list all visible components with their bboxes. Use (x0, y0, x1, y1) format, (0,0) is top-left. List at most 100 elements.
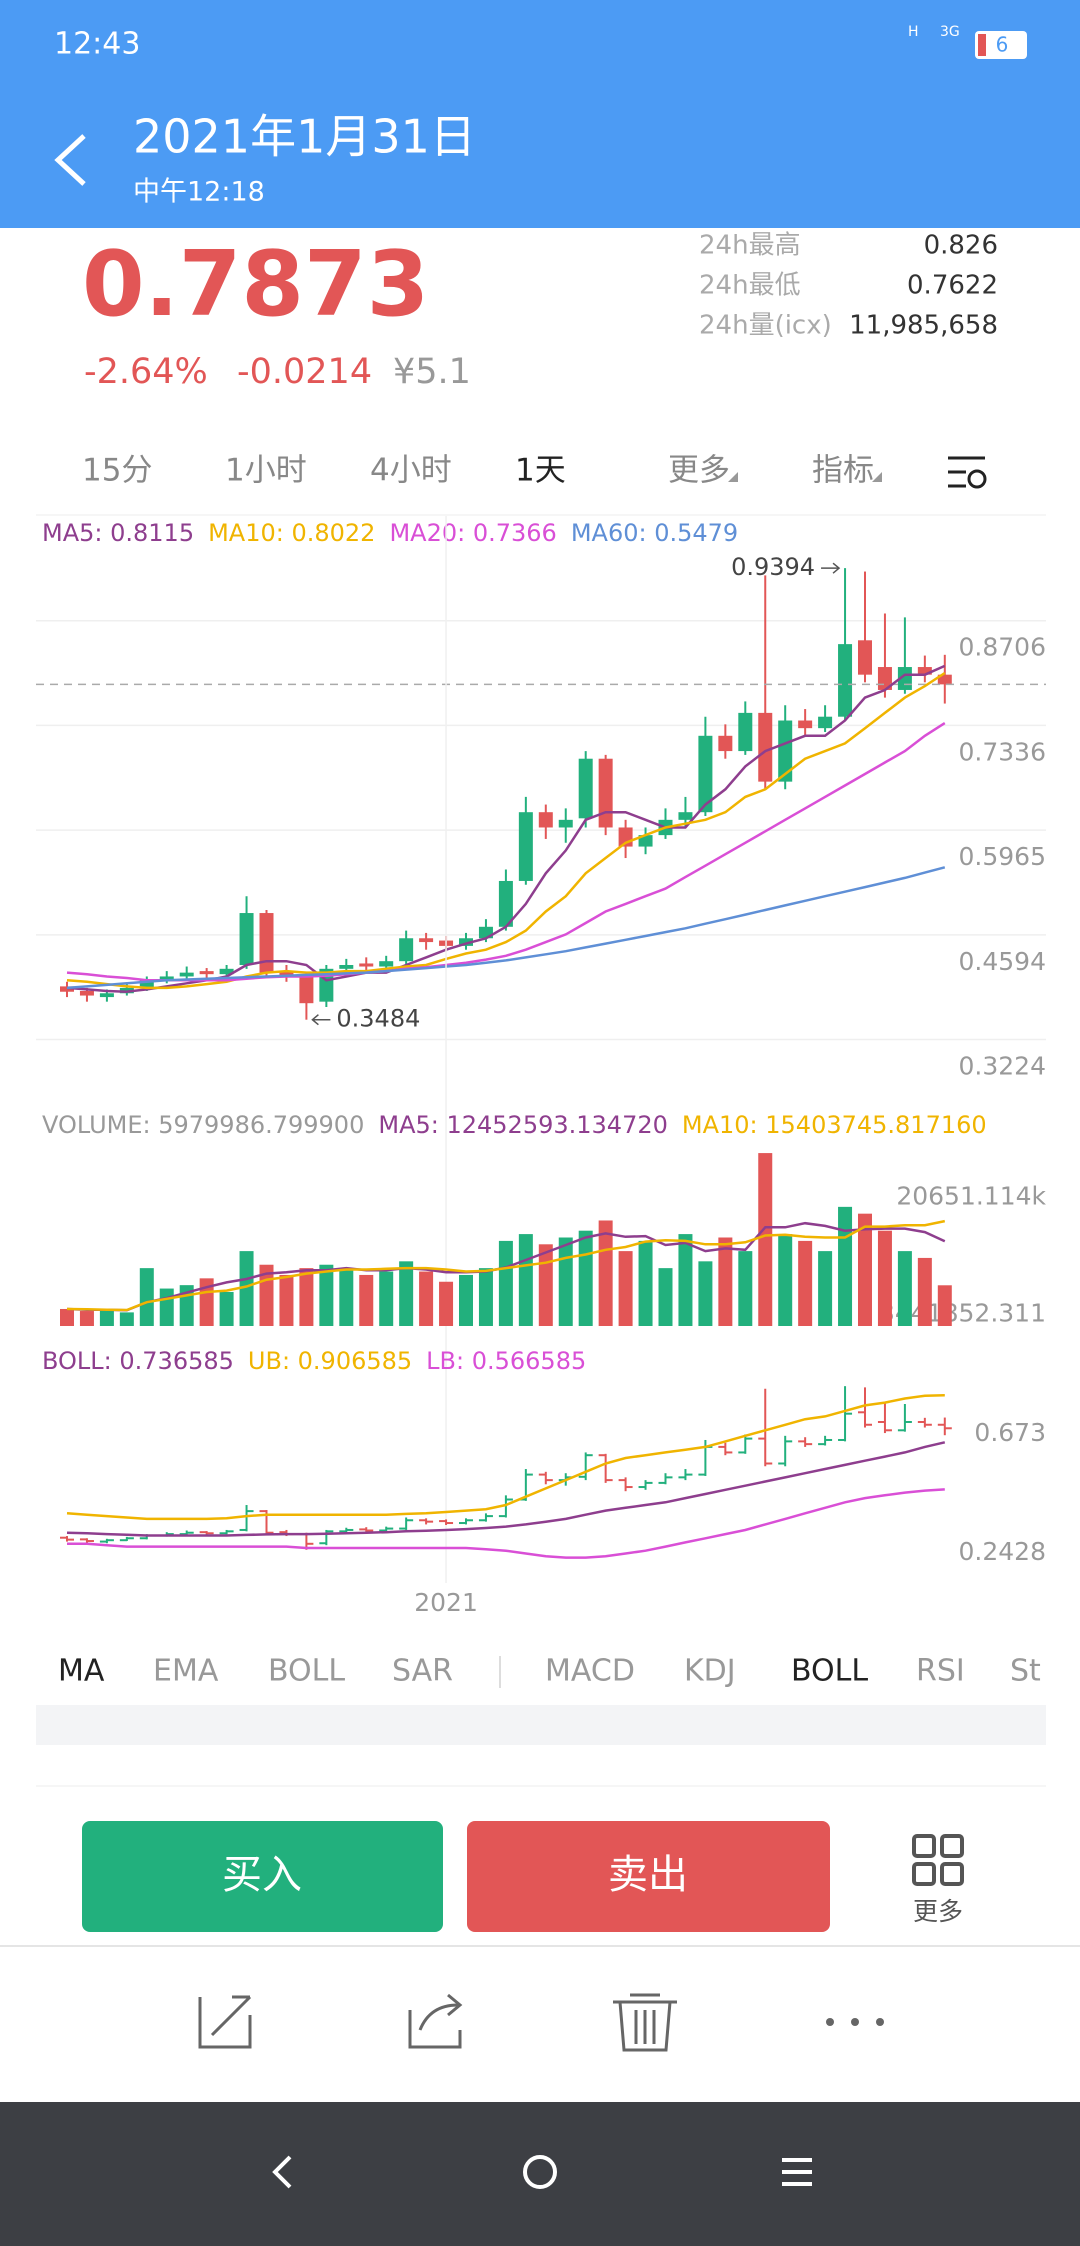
buy-button[interactable] (82, 1821, 443, 1932)
y-tick-label: 0.4594 (959, 947, 1046, 976)
volume-bar (618, 1251, 633, 1326)
back-button[interactable] (54, 134, 86, 186)
candle-body (917, 667, 932, 675)
edit-icon[interactable] (198, 1995, 252, 2049)
nav-home[interactable] (523, 2155, 557, 2189)
min-label: 0.3484 (336, 1005, 420, 1033)
legend-item: BOLL: 0.736585 (42, 1347, 234, 1375)
y-tick-label: 0.5965 (959, 842, 1046, 871)
period-tab[interactable]: 4小时 (370, 453, 452, 489)
candle-body (339, 964, 354, 969)
volume-bar (159, 1288, 174, 1326)
more-icon[interactable] (912, 1834, 964, 1886)
volume-bar (99, 1309, 114, 1326)
indicator-tab-active[interactable]: MA (58, 1654, 105, 1689)
max-arrow-head (832, 562, 841, 574)
candle-body (598, 758, 613, 828)
sell-button-label: 卖出 (608, 1852, 688, 1898)
volume-bar (60, 1308, 74, 1326)
volume-bar (119, 1312, 134, 1326)
indicator-tab[interactable]: St (1010, 1654, 1041, 1689)
candle-body (159, 976, 174, 981)
battery (975, 31, 1027, 59)
legend-item: MA10: 15403745.817160 (682, 1111, 987, 1139)
status-network: H (908, 24, 919, 40)
candle-body (758, 712, 773, 782)
overflow-icon[interactable] (826, 2018, 884, 2026)
indicator-line (66, 1219, 946, 1312)
y-tick-label: 0.8706 (959, 633, 1046, 662)
nav-bar (0, 2102, 1080, 2246)
volume-bar (359, 1274, 374, 1326)
indicator-tab[interactable]: RSI (916, 1654, 965, 1689)
legend-item: MA10: 0.8022 (208, 519, 375, 547)
candle-body (798, 720, 813, 729)
nav-menu[interactable] (782, 2158, 812, 2186)
volume-bar (758, 1153, 773, 1326)
volume-bar (399, 1261, 414, 1326)
buy-button-label: 买入 (222, 1852, 302, 1898)
volume-bar (299, 1268, 314, 1326)
candle-body (838, 644, 853, 717)
candle-body (239, 913, 254, 965)
battery-text: 6 (996, 33, 1009, 57)
volume-bar (877, 1230, 892, 1326)
volume-bar (139, 1268, 154, 1326)
volume-bar (718, 1237, 733, 1326)
candle-body (858, 640, 872, 675)
legend-item: LB: 0.566585 (426, 1347, 586, 1375)
indicator-tab[interactable]: BOLL (268, 1654, 345, 1689)
indicator-tab[interactable]: MACD (545, 1654, 635, 1689)
header-subtitle: 中午12:18 (133, 177, 265, 208)
indicator-tab-active[interactable]: BOLL (791, 1654, 868, 1689)
volume-bar (798, 1240, 813, 1326)
y-tick-label: 0.673 (974, 1418, 1046, 1447)
y-tick-label: 0.3224 (959, 1052, 1046, 1081)
volume-bar (459, 1274, 473, 1326)
volume-bar (558, 1237, 573, 1326)
indicator-tab[interactable]: EMA (153, 1654, 219, 1689)
min-arrow-head (311, 1014, 319, 1026)
nav-back[interactable] (272, 2155, 292, 2189)
header-bg (0, 0, 1080, 228)
candle-body (199, 971, 214, 975)
indicator-tab[interactable]: 指标 (812, 453, 874, 489)
indicator-line (67, 1488, 945, 1559)
volume-bar (79, 1311, 94, 1326)
candle-body (678, 812, 693, 820)
y-tick-label: 20651.114k (896, 1181, 1046, 1210)
change-pct: -2.64% (84, 352, 208, 392)
candle-body (578, 758, 593, 819)
period-tab[interactable]: 1小时 (225, 453, 307, 489)
volume-bar (658, 1268, 673, 1326)
candle-body (718, 735, 733, 752)
period-tab[interactable]: 15分 (82, 453, 152, 489)
delete-icon[interactable] (613, 1993, 677, 2052)
volume-bar (937, 1285, 952, 1326)
volume-bar (738, 1251, 753, 1326)
status-network-2: 3G (940, 24, 960, 40)
volume-bar (538, 1244, 553, 1326)
candle-body (459, 938, 473, 946)
volume-bar (478, 1268, 493, 1326)
separator-band (36, 1705, 1046, 1745)
indicator-tab[interactable]: SAR (392, 1654, 453, 1689)
volume-bar (638, 1240, 653, 1326)
chart-settings-icon[interactable] (948, 456, 987, 489)
share-icon[interactable] (408, 1993, 463, 2049)
candle-body (498, 880, 513, 927)
sell-button[interactable] (467, 1821, 830, 1932)
candle-body (359, 963, 374, 967)
volume-bar (518, 1234, 533, 1326)
volume-bar (319, 1264, 334, 1326)
y-tick-label: 0.7336 (959, 737, 1046, 766)
volume-bar (339, 1268, 354, 1326)
stat-value: 11,985,658 (849, 311, 998, 341)
period-tab-more[interactable]: 更多 (668, 453, 730, 489)
price: 0.7873 (82, 232, 429, 337)
period-tab-active[interactable]: 1天 (515, 453, 566, 489)
volume-bar (838, 1206, 853, 1326)
indicator-tab[interactable]: KDJ (684, 1654, 736, 1689)
